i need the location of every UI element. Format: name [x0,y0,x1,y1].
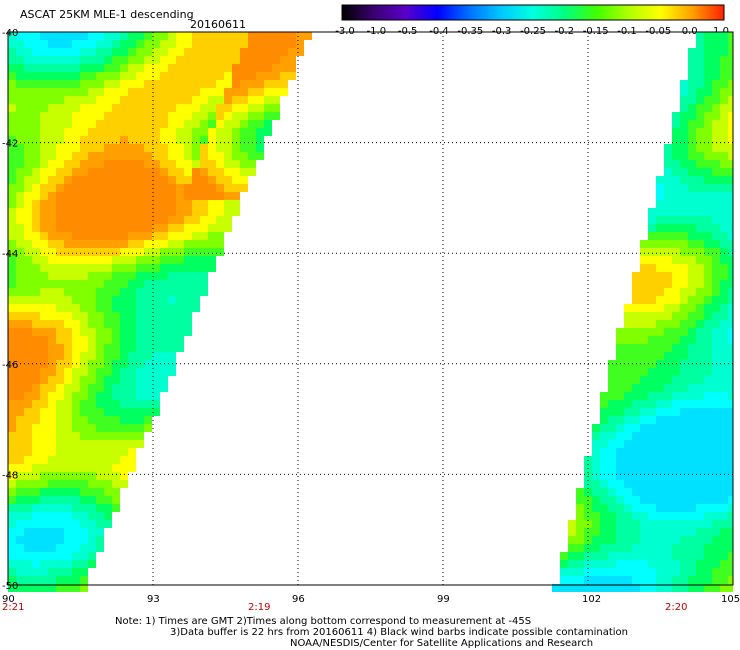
pass-time-label: 2:21 [2,602,24,613]
lat-label: -48 [2,470,18,481]
lon-label: 93 [147,594,160,605]
footer-note-3: NOAA/NESDIS/Center for Satellite Applica… [290,638,594,649]
colorbar-fill [341,4,725,21]
pass-time-label: 2:19 [248,602,270,613]
map-title: ASCAT 25KM MLE-1 descending [20,8,194,21]
lat-label: -44 [2,249,18,260]
wind-cells [8,32,733,592]
lon-label: 102 [582,594,601,605]
lon-label: 105 [721,594,740,605]
map-date: 20160611 [190,18,246,31]
lon-label: 90 [2,594,15,605]
lat-label: -50 [2,581,18,592]
lat-label: -42 [2,139,18,150]
lat-label: -40 [2,28,18,39]
lat-label: -46 [2,360,18,371]
colorbar [341,4,725,21]
lon-label: 96 [292,594,305,605]
pass-time-label: 2:20 [665,602,687,613]
lon-label: 99 [437,594,450,605]
footer-note-1: Note: 1) Times are GMT 2)Times along bot… [115,616,532,627]
footer-note-2: 3)Data buffer is 22 hrs from 20160611 4)… [170,627,628,638]
